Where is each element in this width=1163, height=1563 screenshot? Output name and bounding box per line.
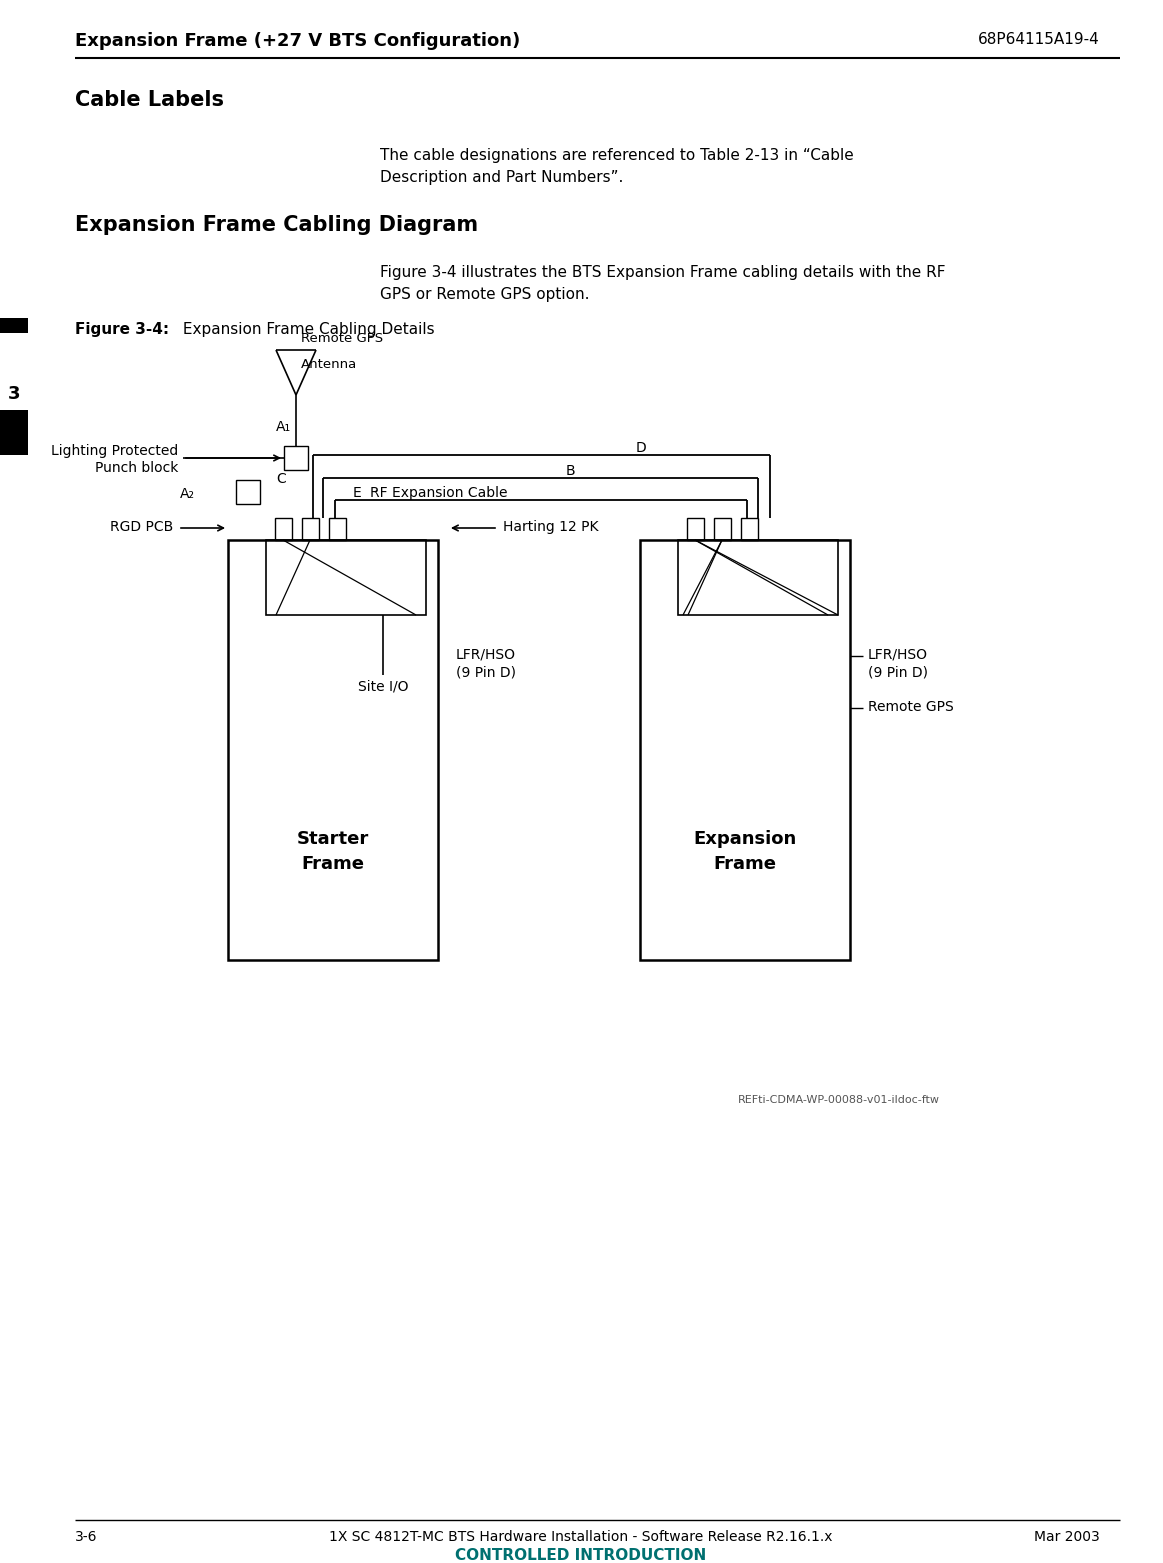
Text: Expansion Frame Cabling Diagram: Expansion Frame Cabling Diagram	[74, 216, 478, 234]
Text: Remote GPS: Remote GPS	[301, 331, 383, 345]
Text: Harting 12 PK: Harting 12 PK	[504, 520, 599, 535]
Text: 68P64115A19-4: 68P64115A19-4	[978, 31, 1100, 47]
Text: Expansion Frame (+27 V BTS Configuration): Expansion Frame (+27 V BTS Configuration…	[74, 31, 520, 50]
Bar	[329, 517, 347, 539]
Text: RGD PCB: RGD PCB	[109, 520, 173, 535]
Bar	[228, 539, 438, 960]
Bar	[266, 539, 426, 614]
Text: Antenna: Antenna	[301, 358, 357, 370]
Text: Starter: Starter	[297, 830, 369, 849]
Text: LFR/HSO: LFR/HSO	[868, 649, 928, 663]
Text: CONTROLLED INTRODUCTION: CONTROLLED INTRODUCTION	[456, 1547, 707, 1563]
Bar	[741, 517, 758, 539]
Text: C: C	[276, 472, 286, 486]
Bar	[640, 539, 850, 960]
Text: E: E	[354, 486, 362, 500]
Bar	[0, 410, 28, 455]
Bar	[302, 517, 319, 539]
Bar	[678, 539, 839, 614]
Text: 1X SC 4812T-MC BTS Hardware Installation - Software Release R2.16.1.x: 1X SC 4812T-MC BTS Hardware Installation…	[329, 1530, 833, 1544]
Text: REFti-CDMA-WP-00088-v01-ildoc-ftw: REFti-CDMA-WP-00088-v01-ildoc-ftw	[739, 1096, 940, 1105]
Bar	[0, 317, 28, 333]
Text: GPS or Remote GPS option.: GPS or Remote GPS option.	[380, 288, 590, 302]
Text: D: D	[636, 441, 647, 455]
Text: Cable Labels: Cable Labels	[74, 91, 224, 109]
Text: A₂: A₂	[180, 488, 195, 502]
Text: LFR/HSO: LFR/HSO	[456, 649, 516, 663]
Text: Figure 3-4:: Figure 3-4:	[74, 322, 169, 338]
Text: Remote GPS: Remote GPS	[868, 700, 954, 714]
Text: A₁: A₁	[276, 420, 291, 435]
Text: (9 Pin D): (9 Pin D)	[868, 666, 928, 680]
Bar	[284, 445, 308, 470]
Text: Punch block: Punch block	[94, 461, 178, 475]
Text: Frame: Frame	[713, 855, 777, 874]
Text: Lighting Protected: Lighting Protected	[51, 444, 178, 458]
Bar	[714, 517, 732, 539]
Text: RF Expansion Cable: RF Expansion Cable	[370, 486, 507, 500]
Text: Expansion Frame Cabling Details: Expansion Frame Cabling Details	[178, 322, 435, 338]
Text: Description and Part Numbers”.: Description and Part Numbers”.	[380, 170, 623, 184]
Bar	[687, 517, 704, 539]
Text: (9 Pin D): (9 Pin D)	[456, 666, 516, 680]
Text: 3: 3	[8, 384, 20, 403]
Text: Figure 3-4 illustrates the BTS Expansion Frame cabling details with the RF: Figure 3-4 illustrates the BTS Expansion…	[380, 266, 946, 280]
Text: Frame: Frame	[301, 855, 364, 874]
Text: The cable designations are referenced to Table 2-13 in “Cable: The cable designations are referenced to…	[380, 148, 854, 163]
Text: B: B	[565, 464, 575, 478]
Text: Mar 2003: Mar 2003	[1034, 1530, 1100, 1544]
Bar	[236, 480, 261, 503]
Bar	[274, 517, 292, 539]
Text: 3-6: 3-6	[74, 1530, 98, 1544]
Text: Expansion: Expansion	[693, 830, 797, 849]
Text: Site I/O: Site I/O	[358, 680, 408, 694]
